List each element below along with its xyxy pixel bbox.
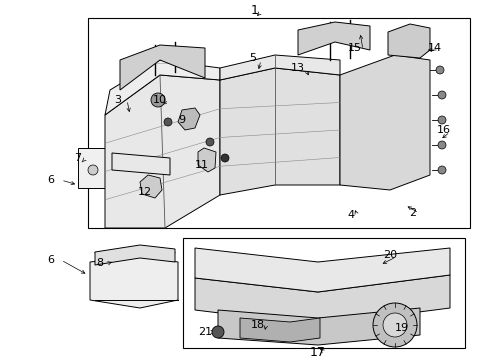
Circle shape bbox=[212, 326, 224, 338]
Text: 15: 15 bbox=[348, 43, 362, 53]
Text: 17: 17 bbox=[310, 346, 326, 359]
Circle shape bbox=[438, 116, 446, 124]
Text: 2: 2 bbox=[410, 208, 416, 218]
Polygon shape bbox=[105, 75, 220, 228]
Polygon shape bbox=[198, 148, 216, 172]
Text: 19: 19 bbox=[395, 323, 409, 333]
Polygon shape bbox=[195, 275, 450, 325]
Text: 6: 6 bbox=[48, 175, 54, 185]
Polygon shape bbox=[105, 60, 220, 115]
Polygon shape bbox=[218, 308, 420, 345]
Text: 1: 1 bbox=[251, 4, 259, 17]
Polygon shape bbox=[120, 45, 205, 90]
Circle shape bbox=[206, 138, 214, 146]
Polygon shape bbox=[340, 55, 430, 190]
Text: 9: 9 bbox=[178, 115, 186, 125]
Bar bbox=[183, 238, 465, 348]
Text: 7: 7 bbox=[74, 153, 81, 163]
Text: 21: 21 bbox=[198, 327, 212, 337]
Text: 5: 5 bbox=[249, 53, 256, 63]
Circle shape bbox=[373, 303, 417, 347]
Text: 3: 3 bbox=[115, 95, 122, 105]
Polygon shape bbox=[195, 248, 450, 292]
Text: 16: 16 bbox=[437, 125, 451, 135]
Text: 10: 10 bbox=[153, 95, 167, 105]
Text: 8: 8 bbox=[97, 258, 103, 268]
Circle shape bbox=[164, 118, 172, 126]
Text: 4: 4 bbox=[347, 210, 355, 220]
Text: 13: 13 bbox=[291, 63, 305, 73]
Circle shape bbox=[438, 91, 446, 99]
Circle shape bbox=[383, 313, 407, 337]
Polygon shape bbox=[240, 318, 320, 342]
Circle shape bbox=[88, 165, 98, 175]
Bar bbox=[103, 272, 165, 296]
Polygon shape bbox=[90, 256, 178, 308]
Text: 14: 14 bbox=[428, 43, 442, 53]
Circle shape bbox=[221, 154, 229, 162]
Circle shape bbox=[438, 166, 446, 174]
Polygon shape bbox=[95, 245, 175, 265]
Polygon shape bbox=[298, 22, 370, 55]
Circle shape bbox=[151, 93, 165, 107]
Polygon shape bbox=[388, 24, 430, 58]
Text: 20: 20 bbox=[383, 250, 397, 260]
Polygon shape bbox=[220, 55, 340, 80]
Circle shape bbox=[436, 66, 444, 74]
Text: 12: 12 bbox=[138, 187, 152, 197]
Polygon shape bbox=[112, 153, 170, 175]
Bar bbox=[88, 18, 470, 228]
Polygon shape bbox=[220, 68, 340, 195]
Bar bbox=[78, 148, 108, 188]
Circle shape bbox=[438, 141, 446, 149]
Text: 6: 6 bbox=[48, 255, 54, 265]
Polygon shape bbox=[178, 108, 200, 130]
Text: 18: 18 bbox=[251, 320, 265, 330]
Text: 11: 11 bbox=[195, 160, 209, 170]
Polygon shape bbox=[140, 175, 162, 198]
